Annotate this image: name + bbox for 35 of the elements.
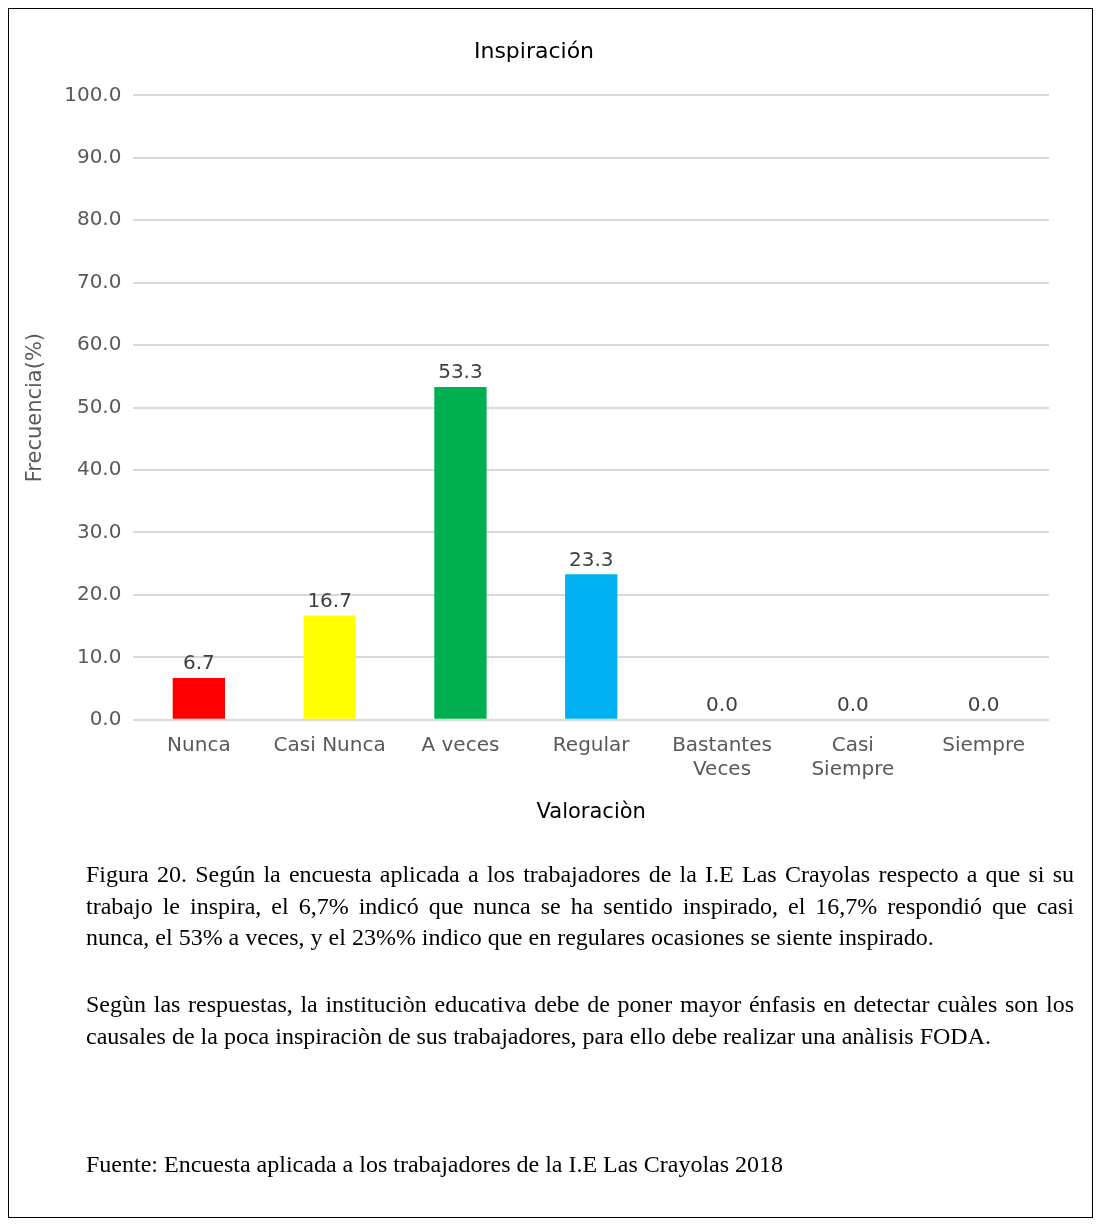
data-label: 23.3 — [568, 546, 614, 571]
x-tick-label: Regular — [552, 732, 631, 756]
y-tick-label: 40.0 — [76, 456, 122, 481]
bar — [434, 387, 487, 719]
x-tick-label: Nunca — [167, 732, 231, 756]
text: Segùn las respuestas, la instituciòn educativa debe de poner mayor énfasis en detectar cuàles son los causales de la poca inspiraciòn de sus trabajadores, para ello debe realizar una anàlisis FODA. — [86, 990, 1074, 1051]
bar — [565, 574, 618, 719]
bar — [172, 677, 226, 719]
y-tick-label: 50.0 — [76, 393, 122, 418]
y-tick-label: 20.0 — [76, 581, 122, 606]
y-axis-title: Frecuencia(%) — [22, 332, 47, 483]
data-label: 0.0 — [967, 692, 1000, 716]
data-label: 53.3 — [438, 359, 483, 384]
data-label: 0.0 — [706, 692, 738, 716]
x-tick-label: A veces — [421, 732, 500, 756]
y-tick-label: 60.0 — [76, 331, 122, 356]
y-tick-label: 30.0 — [76, 518, 122, 543]
y-tick-label: 10.0 — [76, 643, 122, 668]
y-tick-label: 100.0 — [64, 81, 122, 106]
chart-title: Inspiración — [473, 37, 595, 63]
x-tick-label: Casi Siempre — [811, 732, 895, 780]
bar — [303, 615, 356, 719]
x-axis-title: Valoraciòn — [536, 798, 646, 823]
y-tick-label: 0.0 — [89, 706, 122, 730]
y-tick-label: 70.0 — [76, 268, 122, 293]
x-tick-label: Bastantes Veces — [672, 732, 772, 780]
x-tick-label: Siempre — [942, 732, 1026, 756]
source-note: Fuente: Encuesta aplicada a los trabajadores de la I.E Las Crayolas 2018 — [86, 1150, 785, 1179]
data-label: 6.7 — [182, 650, 215, 675]
data-label: 0.0 — [836, 692, 869, 716]
y-tick-label: 80.0 — [76, 206, 122, 231]
text: Figura 20. Según la encuesta aplicada a los trabajadores de la I.E Las Crayolas respecto a que si su trabajo le inspira, el 6,7% indicó que nunca se ha sentido inspirado, el 16,7% respondió que casi nunca, el 53% a veces, y el 23%% indico que en regulares ocasiones se siente inspirado. — [86, 860, 1074, 952]
data-label: 16.7 — [307, 587, 352, 612]
x-tick-label: Casi Nunca — [273, 732, 386, 756]
y-tick-label: 90.0 — [76, 144, 122, 169]
